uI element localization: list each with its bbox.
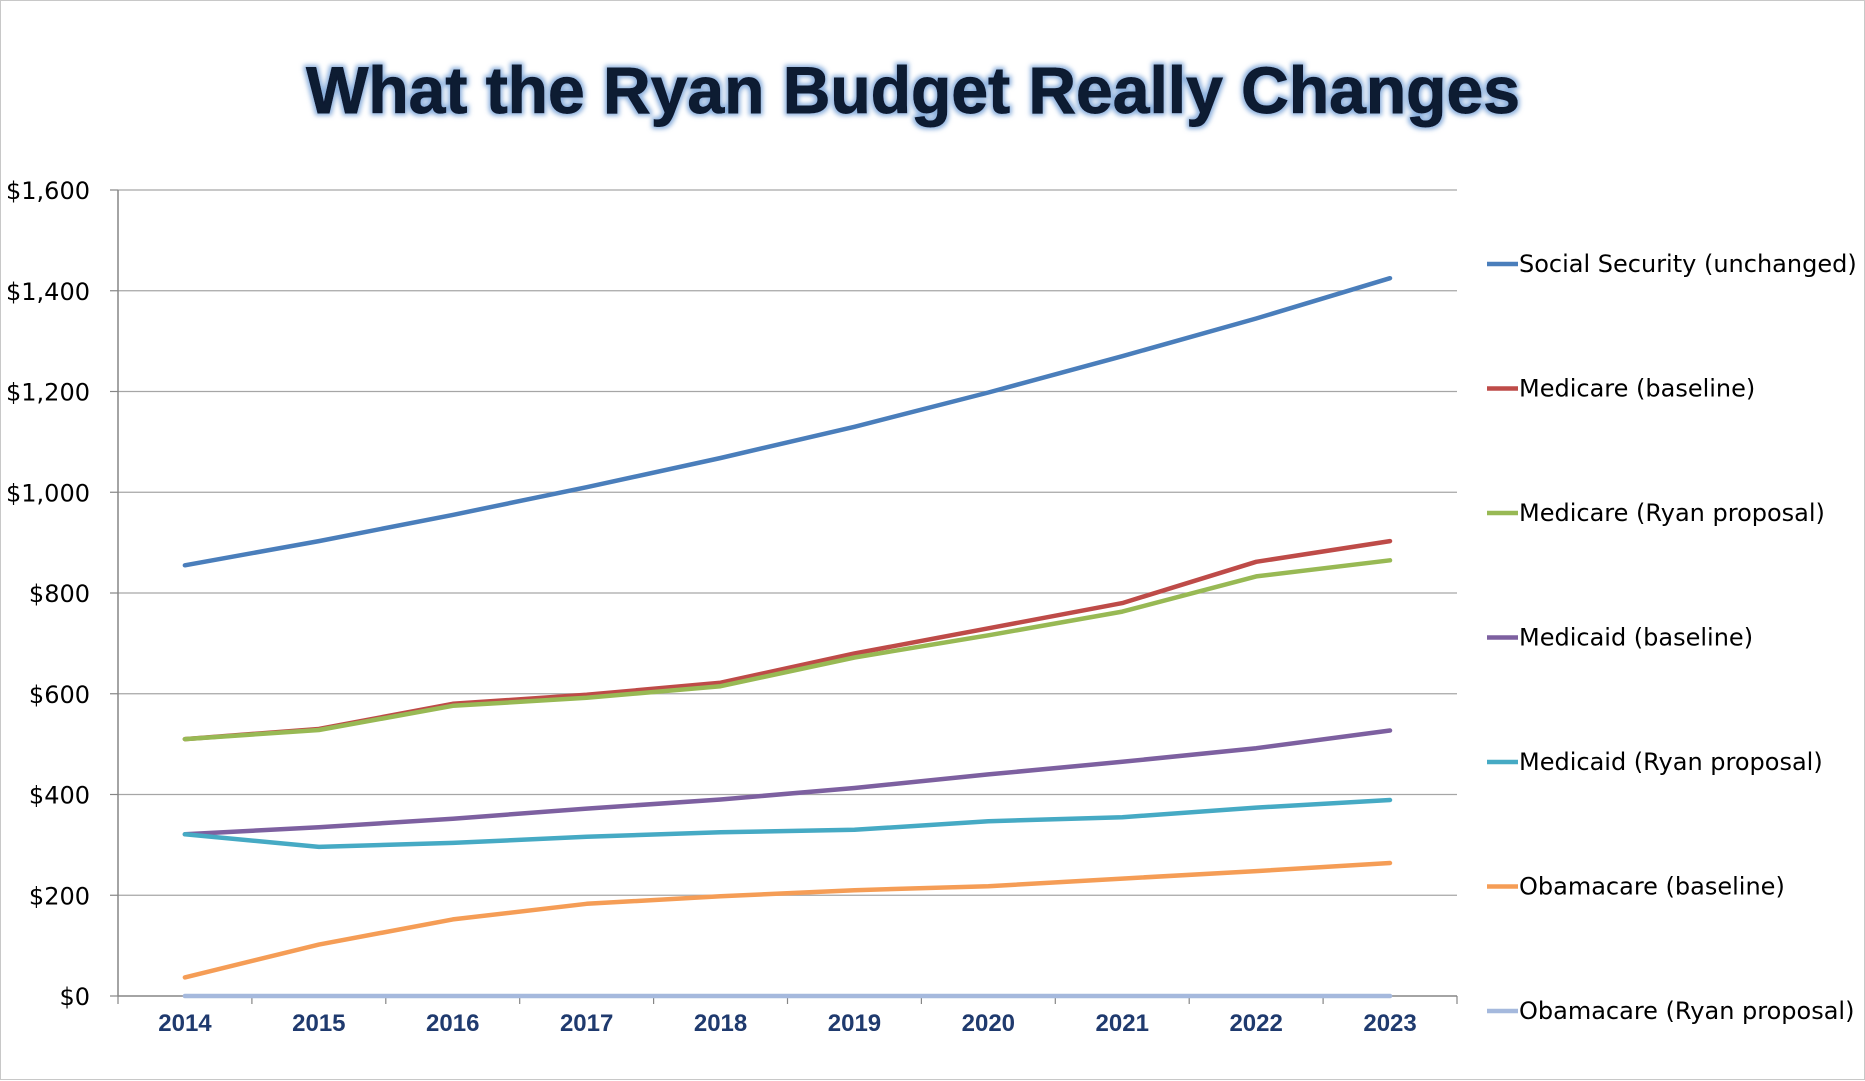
axes xyxy=(110,189,1458,1004)
x-tick-label-2017: 2017 xyxy=(560,1010,613,1037)
y-tick-label: $200 xyxy=(29,882,90,910)
y-tick-label: $1,200 xyxy=(6,379,90,407)
x-tick-label-2022: 2022 xyxy=(1229,1010,1282,1037)
series-line-2 xyxy=(182,538,1393,742)
x-tick-label-2021: 2021 xyxy=(1096,1010,1149,1037)
legend-label-4: Medicaid (baseline) xyxy=(1519,624,1753,652)
x-tick-label-2019: 2019 xyxy=(828,1010,881,1037)
x-tick-label-2014: 2014 xyxy=(158,1010,212,1037)
x-tick-label-2018: 2018 xyxy=(694,1010,747,1037)
series-line-5 xyxy=(182,797,1393,850)
x-axis-tick-labels: 2014 2015 2016 2017 2018 2019 2020 2021 2022 2023 xyxy=(158,1010,1416,1037)
legend-label-3: Medicare (Ryan proposal) xyxy=(1519,499,1825,527)
legend-label-1: Social Security (unchanged) xyxy=(1519,250,1857,278)
y-tick-label: $400 xyxy=(29,782,90,810)
x-tick-label-2023: 2023 xyxy=(1363,1010,1416,1037)
series-line-3 xyxy=(182,558,1393,742)
x-tick-label-2020: 2020 xyxy=(962,1010,1015,1037)
legend: Social Security (unchanged) Medicare (bas… xyxy=(1487,250,1857,1025)
y-tick-label: $600 xyxy=(29,681,90,709)
series-lines xyxy=(182,275,1393,999)
y-tick-label: $1,600 xyxy=(6,177,90,205)
x-tick-label-2016: 2016 xyxy=(426,1010,479,1037)
legend-label-7: Obamacare (Ryan proposal) xyxy=(1519,997,1854,1025)
legend-label-6: Obamacare (baseline) xyxy=(1519,873,1785,901)
series-line-6 xyxy=(182,860,1393,980)
series-line-4 xyxy=(182,728,1393,837)
legend-label-2: Medicare (baseline) xyxy=(1519,375,1755,403)
legend-label-5: Medicaid (Ryan proposal) xyxy=(1519,748,1823,776)
series-line-1 xyxy=(182,275,1393,568)
y-tick-label: $1,400 xyxy=(6,278,90,306)
gridlines xyxy=(118,189,1457,896)
y-tick-label: $0 xyxy=(59,983,90,1011)
x-tick-label-2015: 2015 xyxy=(292,1010,345,1037)
y-tick-label: $800 xyxy=(29,580,90,608)
y-tick-label: $1,000 xyxy=(6,479,90,507)
y-axis-tick-labels: $0 $200 $400 $600 $800 $1,000 $1,200 $1,400 $1,6… xyxy=(6,177,90,1011)
chart-title: What the Ryan Budget Really Changes xyxy=(306,53,1520,127)
